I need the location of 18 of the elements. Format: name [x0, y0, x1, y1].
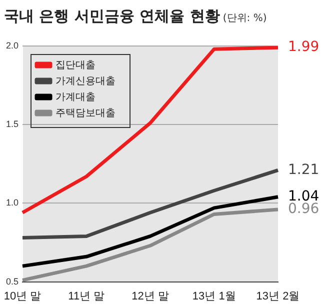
- data-label: 1.21: [288, 162, 320, 178]
- x-tick-label: 13년 2월: [256, 290, 300, 302]
- data-label: 0.96: [288, 201, 320, 218]
- x-tick-label: 13년 1월: [192, 290, 236, 302]
- chart-title: 국내 은행 서민금융 연체율 현황: [4, 7, 220, 25]
- legend-label: 가계신용대출: [56, 76, 116, 87]
- x-tick-label: 12년 말: [132, 290, 169, 302]
- y-tick-label: 2.0: [6, 40, 19, 50]
- x-tick-label: 10년 말: [4, 290, 42, 302]
- chart-subtitle: (단위: %): [222, 13, 267, 24]
- legend-label: 주택담보대출: [56, 108, 116, 119]
- y-tick-label: 1.5: [6, 119, 19, 130]
- data-label: 1.99: [288, 39, 320, 56]
- legend-label: 가계대출: [56, 92, 96, 103]
- x-tick-label: 11년 말: [68, 290, 105, 302]
- y-tick-label: 1.0: [6, 198, 19, 208]
- y-tick-label: 0.5: [6, 276, 19, 286]
- legend-label: 집단대출: [56, 60, 96, 71]
